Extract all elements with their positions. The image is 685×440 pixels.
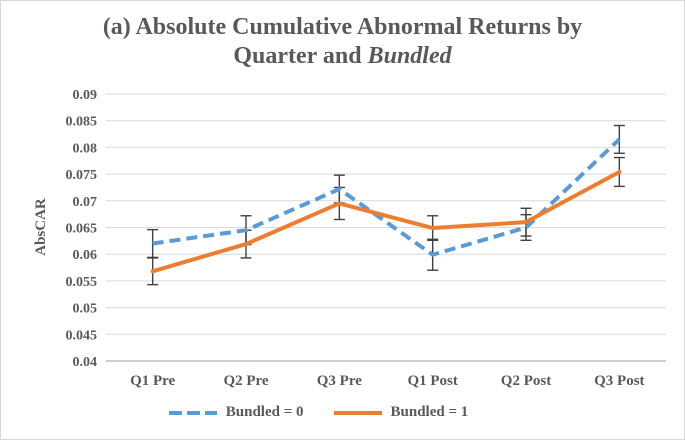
legend-label-bundled-0: Bundled = 0: [225, 404, 304, 420]
legend-dashed-line-sample: [168, 410, 217, 415]
y-tick-label: 0.075: [66, 168, 98, 183]
legend-solid-line-sample: [333, 410, 382, 415]
title-line-1: (a) Absolute Cumulative Abnormal Returns…: [102, 14, 583, 40]
x-tick-label: Q3 Post: [594, 373, 644, 389]
series-line-bundled-1: [150, 169, 622, 274]
y-tick-label: 0.08: [73, 141, 98, 156]
title-line-2-prefix: Quarter and: [233, 43, 368, 70]
y-tick-label: 0.085: [66, 115, 98, 130]
y-tick-label: 0.055: [66, 275, 98, 290]
series-line-bundled-0: [152, 137, 621, 257]
title-bundled-italic: Bundled: [367, 43, 452, 70]
chart-title: (a) Absolute Cumulative Abnormal Returns…: [1, 13, 684, 72]
y-tick-label: 0.09: [73, 88, 98, 103]
y-tick-label: 0.04: [73, 355, 98, 370]
x-tick-label: Q2 Pre: [223, 373, 268, 389]
x-tick-label: Q1 Post: [407, 373, 457, 389]
x-tick-label: Q3 Pre: [317, 373, 362, 389]
x-tick-label: Q2 Post: [501, 373, 551, 389]
legend-item-bundled-0: Bundled = 0: [168, 404, 304, 421]
y-tick-label: 0.065: [66, 222, 98, 237]
y-tick-label: 0.06: [73, 248, 98, 263]
x-tick-label: Q1 Pre: [130, 373, 175, 389]
y-tick-label: 0.07: [73, 195, 98, 210]
y-tick-label: 0.05: [73, 302, 98, 317]
legend: Bundled = 0 Bundled = 1: [1, 404, 684, 421]
y-tick-label: 0.045: [66, 328, 98, 343]
legend-label-bundled-1: Bundled = 1: [390, 404, 469, 420]
legend-item-bundled-1: Bundled = 1: [333, 404, 469, 421]
title-line-2: Quarter and Bundled: [233, 43, 451, 69]
